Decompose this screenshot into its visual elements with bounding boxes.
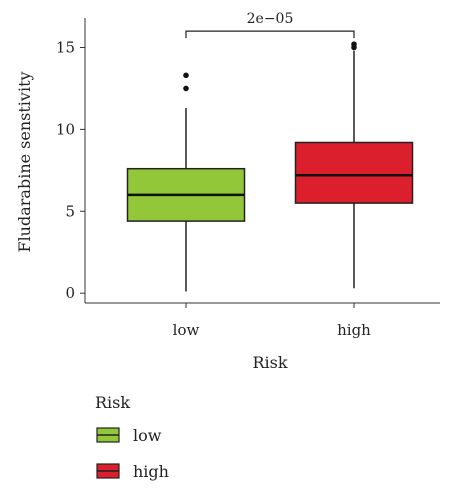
legend-title: Risk bbox=[95, 393, 130, 412]
legend-item-low: low bbox=[96, 426, 162, 445]
x-axis-label: Risk bbox=[252, 353, 287, 372]
annotation-bracket bbox=[185, 30, 355, 39]
box-body bbox=[294, 141, 414, 204]
outlier-point bbox=[351, 41, 357, 48]
annotation-label: 2e−05 bbox=[247, 11, 294, 27]
x-ticks: low high bbox=[173, 303, 371, 339]
y-tick-label: 5 bbox=[65, 202, 75, 220]
legend: Risk low high bbox=[95, 393, 169, 481]
outlier-point bbox=[183, 85, 189, 92]
x-tick-label: high bbox=[337, 321, 371, 339]
legend-label: low bbox=[133, 426, 162, 445]
y-tick-label: 15 bbox=[56, 38, 75, 56]
boxes bbox=[126, 41, 414, 292]
box-high bbox=[294, 41, 414, 289]
x-tick-label: low bbox=[173, 321, 200, 339]
box-low bbox=[126, 72, 246, 292]
outlier-point bbox=[183, 72, 189, 79]
y-tick-label: 0 bbox=[65, 284, 75, 302]
legend-label: high bbox=[133, 462, 169, 481]
y-ticks: 0 5 10 15 bbox=[56, 38, 85, 302]
y-tick-label: 10 bbox=[56, 120, 75, 138]
y-axis-label: Fludarabine senstivity bbox=[15, 71, 34, 252]
legend-items: low high bbox=[96, 426, 169, 481]
legend-item-high: high bbox=[96, 462, 169, 481]
significance-annotation: 2e−05 bbox=[185, 11, 355, 39]
